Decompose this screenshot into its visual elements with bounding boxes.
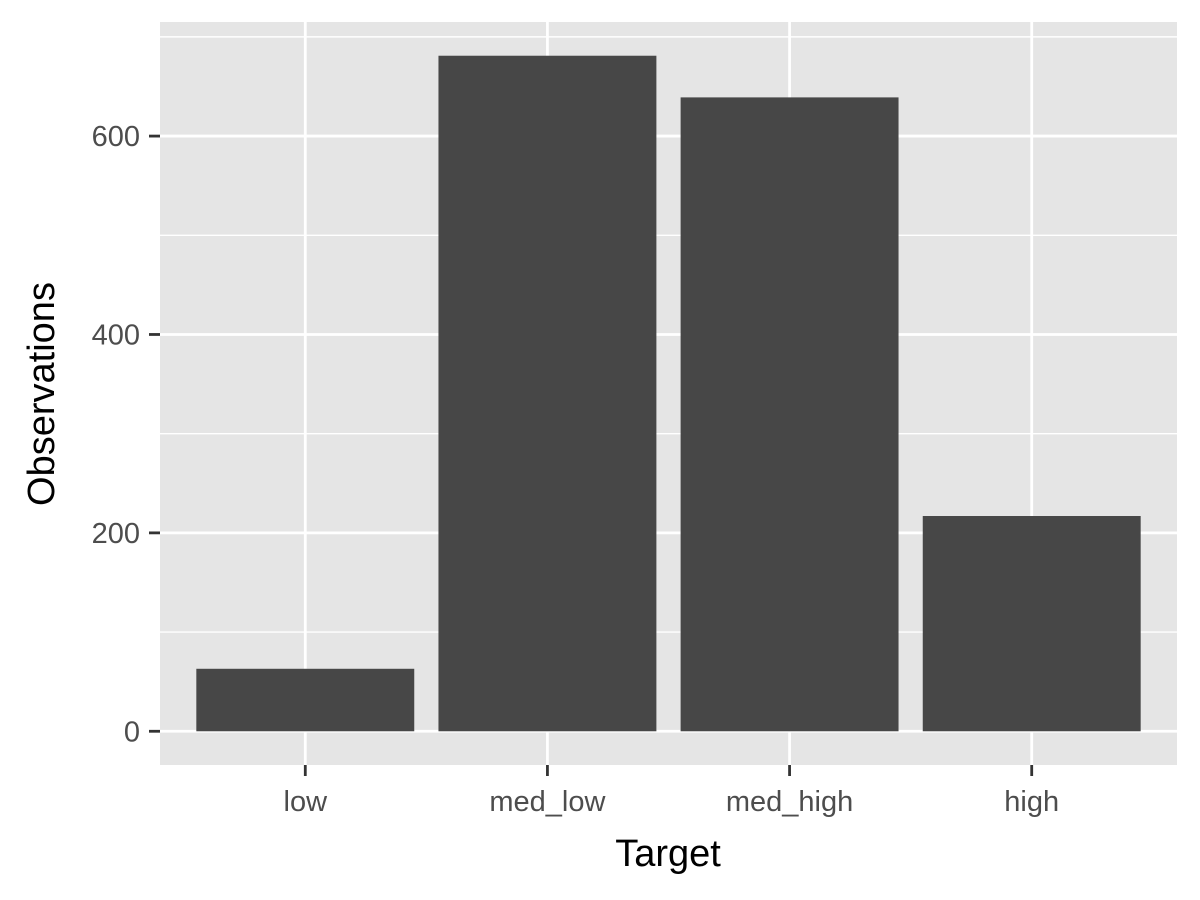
x-axis: low med_low med_high high	[284, 765, 1059, 818]
y-tick-label: 200	[92, 518, 140, 550]
y-axis: 0 200 400 600	[92, 121, 160, 748]
bar-med-low	[438, 55, 657, 732]
bar-high	[922, 516, 1141, 732]
x-axis-title: Target	[615, 833, 721, 875]
x-tick-label: med_low	[489, 786, 606, 818]
x-tick-label: low	[284, 786, 329, 818]
y-axis-title: Observations	[21, 282, 63, 506]
y-tick-label: 600	[92, 121, 140, 153]
x-tick-label: med_high	[726, 786, 853, 818]
bar-low	[196, 668, 415, 732]
bar-med-high	[680, 97, 899, 732]
y-tick-label: 400	[92, 319, 140, 351]
y-tick-label: 0	[124, 716, 140, 748]
x-tick-label: high	[1004, 786, 1059, 818]
bars	[196, 55, 1141, 732]
